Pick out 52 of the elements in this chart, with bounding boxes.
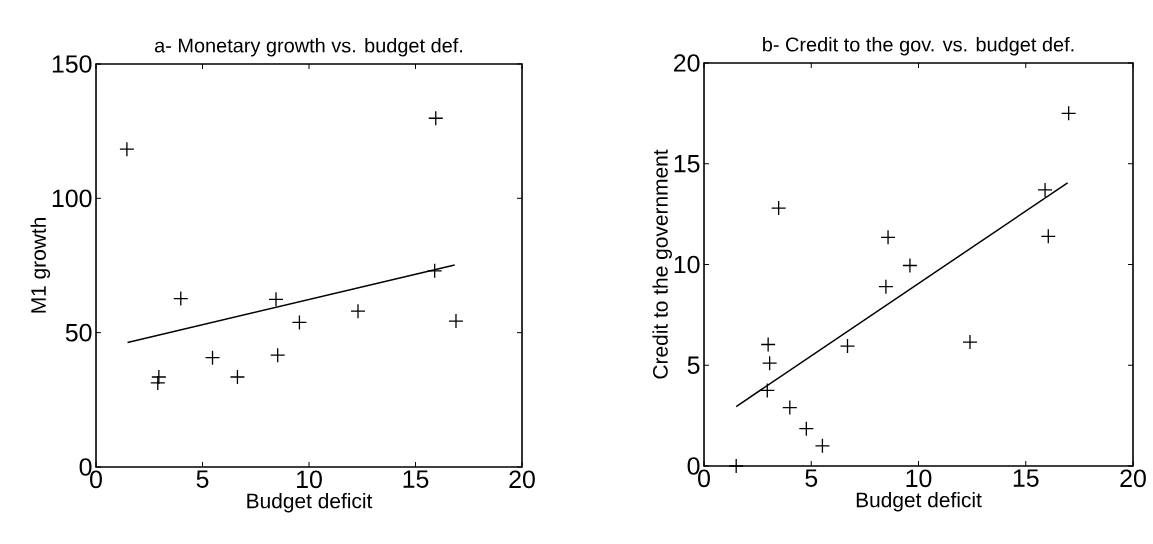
point	[151, 369, 167, 385]
point	[150, 375, 166, 391]
x-axis-title: Budget deficit	[856, 491, 982, 512]
point	[762, 355, 778, 371]
point	[1061, 105, 1077, 122]
y-axis-title: M1 growth	[30, 218, 51, 313]
point	[1037, 182, 1053, 198]
point	[350, 303, 366, 319]
y-tick-label: 100	[52, 189, 92, 208]
x-tick-label: 15	[1013, 469, 1039, 487]
y-tick-label: 15	[674, 155, 700, 173]
point	[1040, 228, 1056, 244]
point	[962, 334, 978, 350]
point	[814, 438, 831, 454]
y-tick-label: 5	[687, 356, 700, 374]
point	[902, 257, 918, 274]
point	[119, 141, 135, 157]
point	[760, 336, 776, 353]
point	[291, 314, 308, 331]
x-tick-label: 15	[403, 470, 429, 488]
point	[771, 200, 787, 216]
y-axis-title: Credit to the government	[652, 149, 672, 379]
point	[798, 421, 814, 437]
y-tick-label: 10	[674, 255, 700, 274]
point	[428, 110, 444, 126]
point	[229, 369, 246, 385]
x-axis-title: Budget deficit	[247, 492, 373, 513]
point	[270, 347, 286, 363]
point	[427, 263, 443, 279]
y-tick-label: 0	[687, 457, 700, 475]
x-tick-label: 10	[297, 470, 322, 489]
x-tick-label: 5	[805, 469, 818, 487]
point	[728, 458, 744, 474]
chart-title: b- Credit to the gov. vs. budget def.	[763, 36, 1074, 56]
point	[878, 279, 894, 295]
x-tick-label: 10	[906, 469, 932, 488]
x-tick-label: 5	[196, 470, 209, 488]
y-tick-label: 50	[65, 323, 92, 342]
y-tick-label: 0	[79, 458, 92, 476]
x-tick-label: 20	[509, 470, 535, 489]
point	[204, 349, 221, 366]
point	[173, 290, 189, 307]
x-tick-label: 20	[1120, 469, 1146, 488]
point	[839, 338, 856, 354]
y-tick-label: 150	[52, 55, 92, 73]
point	[782, 399, 798, 416]
chart-title: a- Monetary growth vs. budget def.	[154, 37, 463, 57]
point	[448, 313, 464, 329]
point	[880, 229, 896, 245]
point	[268, 291, 284, 307]
y-tick-label: 20	[674, 54, 700, 72]
point	[759, 382, 775, 399]
